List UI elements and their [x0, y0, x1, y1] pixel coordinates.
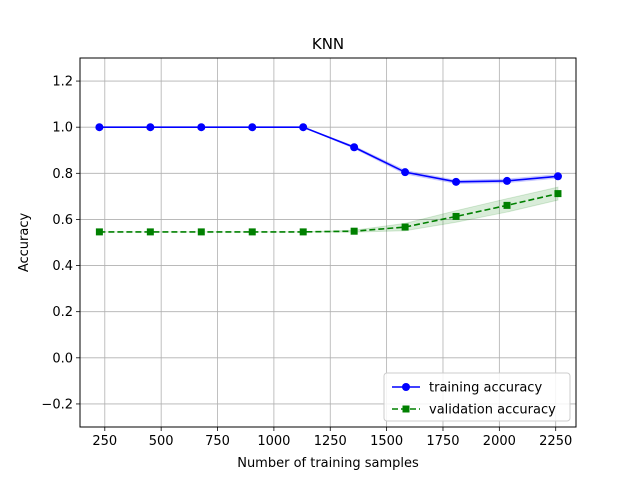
validation-accuracy-point — [95, 228, 103, 236]
y-tick-label: 0.8 — [52, 167, 73, 182]
legend-training-accuracy-label: training accuracy — [429, 381, 542, 396]
x-axis-label: Number of training samples — [237, 456, 419, 471]
x-tick-label: 500 — [149, 434, 174, 449]
validation-accuracy-point — [401, 223, 409, 231]
validation-accuracy-point — [452, 212, 460, 220]
x-tick-label: 1000 — [257, 434, 290, 449]
y-tick-label: 1.2 — [52, 75, 73, 90]
training-accuracy-point — [299, 123, 308, 132]
training-accuracy-point — [197, 123, 206, 132]
legend-training-accuracy-marker — [402, 383, 410, 391]
legend-validation-accuracy-label: validation accuracy — [429, 403, 556, 418]
training-accuracy-point — [452, 177, 461, 186]
legend: training accuracy validation accuracy — [383, 372, 571, 422]
y-tick-label: 0.6 — [52, 213, 73, 228]
plot-area-frame — [79, 57, 577, 428]
legend-box — [383, 372, 571, 422]
validation-accuracy-point — [554, 190, 562, 198]
y-axis-label: Accuracy — [17, 213, 32, 273]
x-tick-label: 1500 — [370, 434, 403, 449]
training-accuracy-point — [503, 176, 512, 185]
training-accuracy-point — [350, 143, 359, 152]
axis-ticks: 250 500 750 1000 1250 1500 1750 2000 2250 −0.2 0.0… — [41, 75, 572, 449]
y-tick-label: 1.0 — [52, 121, 73, 136]
chart-title: KNN — [312, 35, 344, 53]
x-tick-label: 2250 — [539, 434, 572, 449]
validation-accuracy-line — [99, 192, 559, 233]
x-tick-label: 2000 — [483, 434, 516, 449]
validation-accuracy-point — [248, 228, 256, 236]
training-accuracy-point — [553, 172, 562, 181]
y-tick-label: 0.0 — [52, 351, 73, 366]
validation-accuracy-point — [350, 227, 358, 235]
training-accuracy-point — [95, 123, 104, 132]
training-accuracy-point — [248, 123, 257, 132]
x-tick-label: 250 — [92, 434, 117, 449]
y-tick-label: −0.2 — [41, 397, 73, 412]
x-tick-label: 1750 — [426, 434, 459, 449]
legend-validation-accuracy-marker — [402, 405, 410, 413]
validation-accuracy-point — [299, 228, 307, 236]
validation-accuracy-point — [197, 228, 205, 236]
training-accuracy-line — [99, 126, 559, 183]
x-tick-label: 1250 — [314, 434, 347, 449]
series-markers — [95, 123, 562, 236]
series-lines — [99, 126, 559, 233]
validation-accuracy-point — [503, 201, 511, 209]
training-accuracy-point — [401, 168, 410, 177]
training-accuracy-point — [146, 123, 155, 132]
y-tick-label: 0.2 — [52, 305, 73, 320]
x-tick-label: 750 — [205, 434, 230, 449]
validation-accuracy-point — [146, 228, 154, 236]
y-tick-label: 0.4 — [52, 259, 73, 274]
